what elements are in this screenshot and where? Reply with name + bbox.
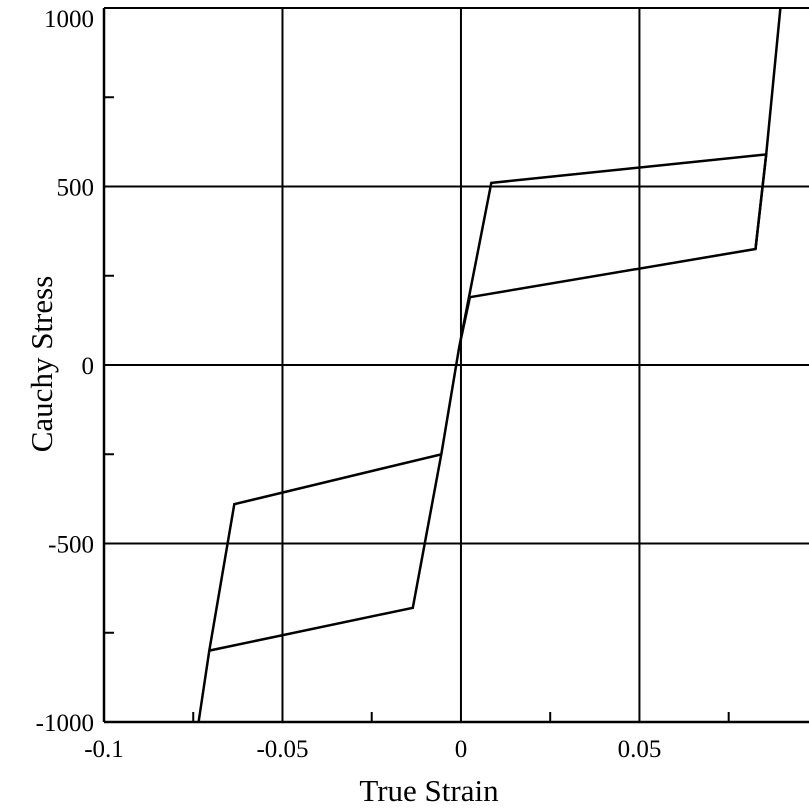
series-line-2	[754, 7, 782, 250]
x-tick-label: 0.05	[618, 736, 662, 763]
y-tick-label: 0	[82, 353, 95, 380]
x-axis-title: True Strain	[359, 773, 499, 808]
y-axis-title: Cauchy Stress	[24, 276, 59, 453]
y-tick-label: 500	[57, 175, 95, 202]
y-tick-label: 1000	[44, 6, 94, 33]
y-tick-label: -1000	[36, 710, 94, 737]
series-line-1	[197, 152, 768, 723]
y-tick-label: -500	[48, 532, 94, 559]
tick-labels: -0.1 -0.05 0 0.05 -1000 -500 0 500 1000	[36, 6, 662, 763]
data-series	[197, 7, 782, 723]
x-tick-label: -0.1	[84, 736, 124, 763]
x-tick-label: -0.05	[256, 736, 308, 763]
x-tick-label: 0	[455, 736, 468, 763]
axes	[102, 8, 809, 724]
